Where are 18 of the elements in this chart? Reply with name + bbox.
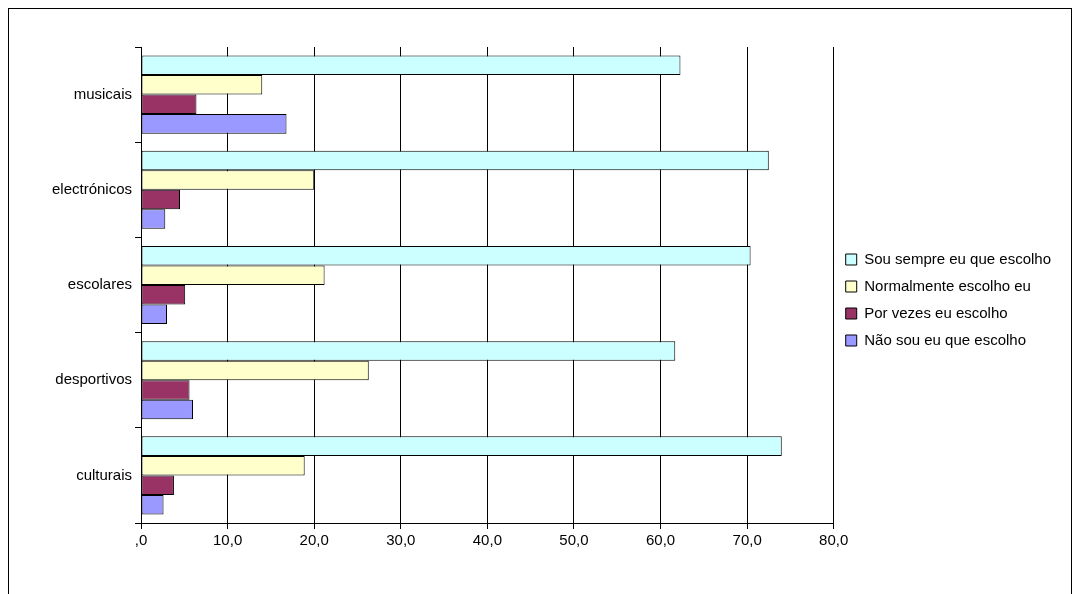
- y-tick-label: desportivos: [55, 370, 133, 388]
- legend-label: Normalmente escolho eu: [864, 276, 1031, 294]
- x-tick-label: 20,0: [299, 531, 329, 549]
- x-tick-label: 70,0: [732, 531, 762, 549]
- x-tick-label: ,0: [134, 531, 148, 549]
- y-tick-label: musicais: [73, 84, 133, 102]
- y-tick-label: electrónicos: [51, 179, 133, 197]
- x-tick-label: 50,0: [559, 531, 589, 549]
- x-tick-label: 60,0: [645, 531, 676, 549]
- x-tick-label: 30,0: [386, 531, 416, 549]
- x-tick-label: 10,0: [213, 531, 243, 549]
- x-tick-label: 40,0: [472, 531, 502, 549]
- legend-label: Sou sempre eu que escolho: [864, 249, 1052, 267]
- y-tick-label: culturais: [76, 465, 133, 483]
- legend-label: Por vezes eu escolho: [864, 303, 1008, 321]
- y-tick-label: escolares: [67, 275, 133, 293]
- legend-label: Não sou eu que escolho: [864, 330, 1027, 348]
- x-tick-label: 80,0: [819, 531, 849, 549]
